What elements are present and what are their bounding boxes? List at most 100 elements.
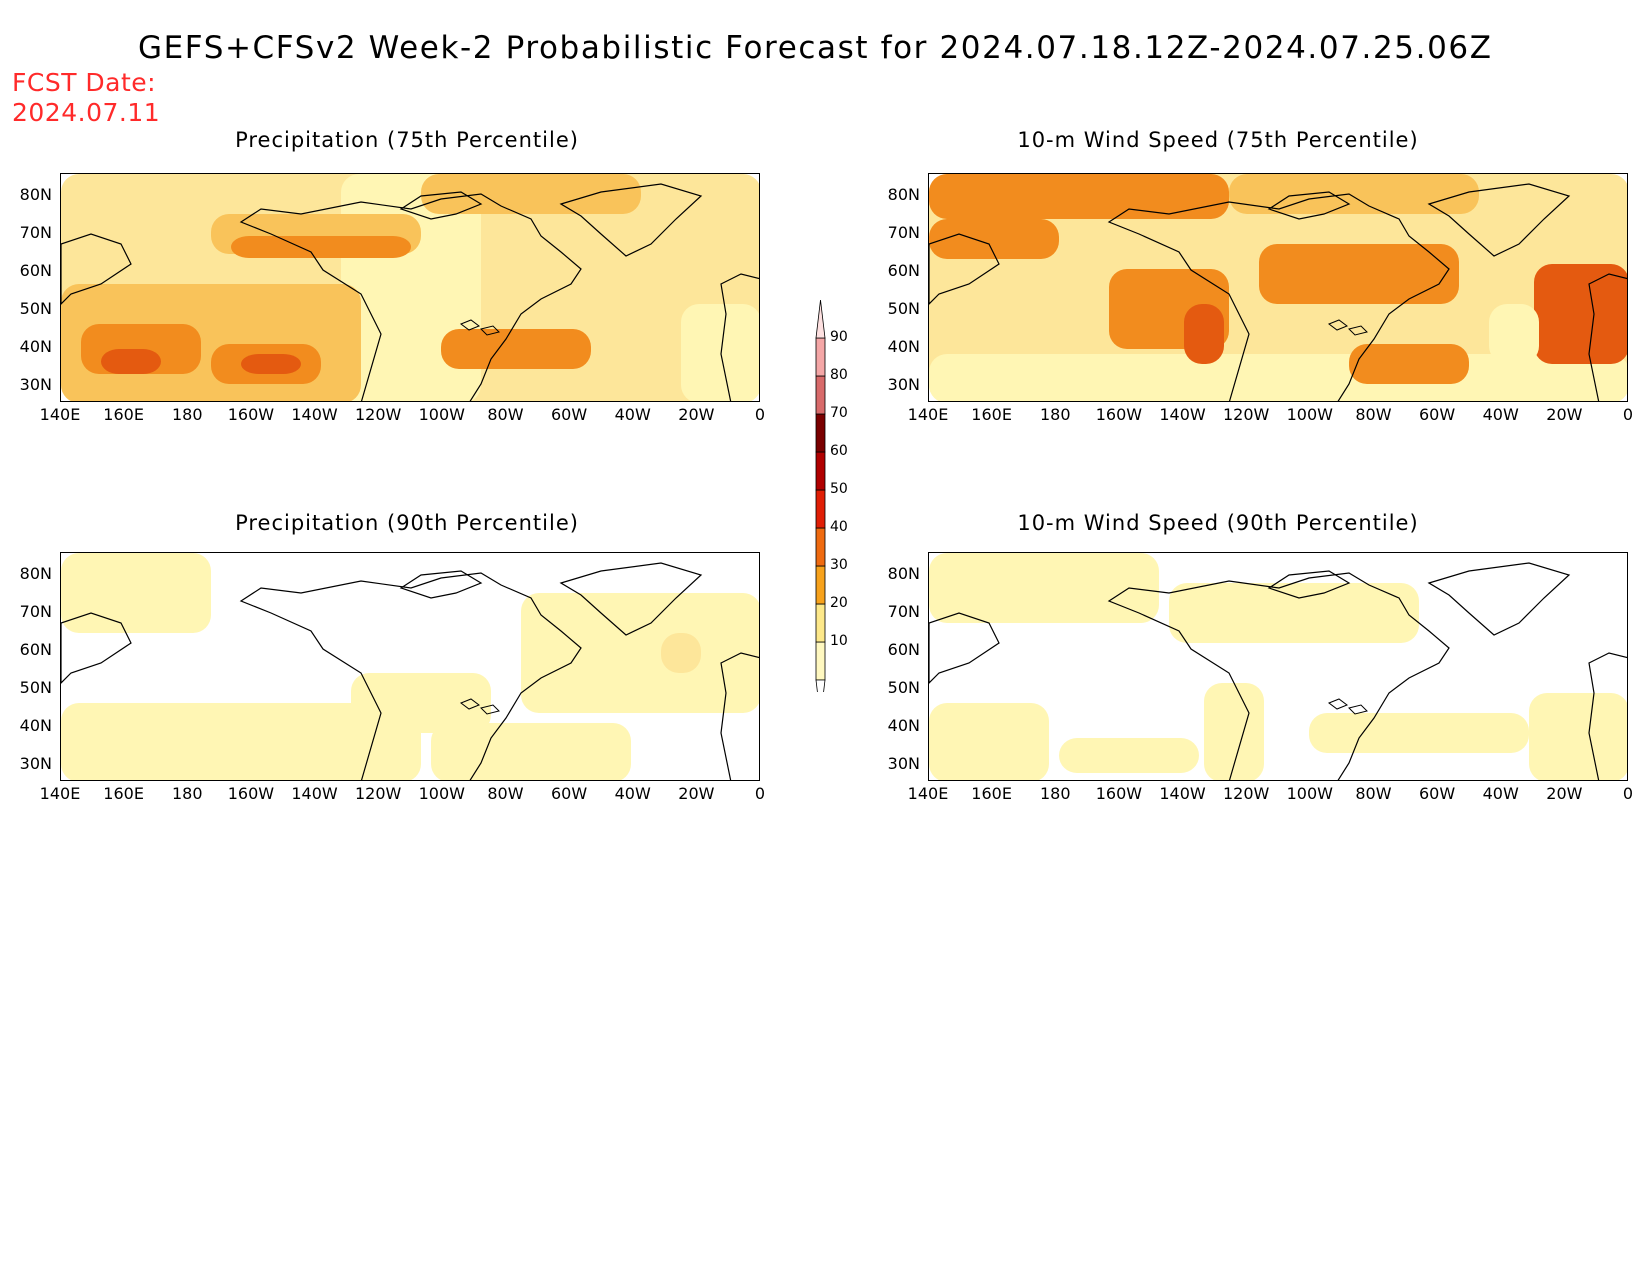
coastline <box>1427 183 1571 257</box>
lon-tick-label: 160E <box>971 405 1012 424</box>
shading-area <box>1529 693 1627 780</box>
lon-tick-label: 80W <box>1355 405 1392 424</box>
lon-tick-label: 140W <box>1159 784 1206 803</box>
shading-area <box>681 304 759 401</box>
lat-tick-label: 40N <box>887 337 920 356</box>
lon-tick-label: 100W <box>418 405 465 424</box>
shading-area <box>929 553 1159 623</box>
shading-area <box>431 723 631 780</box>
colorbar-segment <box>815 413 826 453</box>
map-wind-75 <box>928 173 1628 402</box>
lon-tick-label: 100W <box>418 784 465 803</box>
shading-area <box>441 329 591 369</box>
lon-tick-label: 120W <box>1222 405 1270 424</box>
lat-tick-label: 80N <box>19 564 52 583</box>
lon-tick-label: 160W <box>1095 784 1143 803</box>
lat-tick-label: 30N <box>19 375 52 394</box>
main-title: GEFS+CFSv2 Week-2 Probabilistic Forecast… <box>138 30 1493 66</box>
lon-tick-label: 180 <box>171 405 203 424</box>
colorbar-segment <box>815 679 826 692</box>
coastline <box>559 183 703 257</box>
lon-tick-label: 0 <box>754 784 766 803</box>
lat-tick-label: 80N <box>887 564 920 583</box>
lon-tick-label: 140E <box>39 405 81 424</box>
lat-tick-label: 60N <box>19 640 52 659</box>
lat-tick-label: 70N <box>887 602 920 621</box>
lat-tick-label: 70N <box>19 223 52 242</box>
colorbar-tick-label: 70 <box>830 405 848 421</box>
lon-tick-label: 60W <box>1418 405 1456 424</box>
lon-tick-label: 80W <box>487 784 524 803</box>
lon-tick-label: 0 <box>1622 405 1634 424</box>
colorbar <box>815 299 826 692</box>
lat-tick-label: 60N <box>19 261 52 280</box>
coastline <box>720 652 759 780</box>
lon-tick-label: 60W <box>550 405 588 424</box>
map-wind-90 <box>928 552 1628 781</box>
lon-tick-label: 40W <box>1482 784 1519 803</box>
shading-area <box>61 553 211 633</box>
lat-tick-label: 70N <box>887 223 920 242</box>
shading-area <box>1534 264 1627 364</box>
lat-tick-label: 50N <box>887 299 920 318</box>
shading-area <box>1059 738 1199 773</box>
lake-outline <box>459 698 481 710</box>
lon-tick-label: 120W <box>354 784 402 803</box>
lon-tick-label: 140E <box>907 784 949 803</box>
colorbar-tick-label: 50 <box>830 481 848 497</box>
shading-area <box>1229 174 1479 214</box>
coastline <box>559 562 703 636</box>
shading-area <box>1184 304 1224 364</box>
coastline <box>1267 570 1351 599</box>
lon-tick-label: 20W <box>678 784 715 803</box>
lon-tick-label: 80W <box>487 405 524 424</box>
lon-tick-label: 140W <box>291 405 338 424</box>
lake-outline <box>1327 319 1349 331</box>
shading-area <box>929 703 1049 780</box>
coastline <box>61 612 132 684</box>
map-precip-75 <box>60 173 760 402</box>
lake-outline <box>459 319 481 331</box>
shading-area <box>1349 344 1469 384</box>
colorbar-segment <box>815 375 826 415</box>
lon-tick-label: 0 <box>754 405 766 424</box>
lon-tick-label: 40W <box>1482 405 1519 424</box>
lat-tick-label: 40N <box>887 716 920 735</box>
lake-outline <box>480 704 500 715</box>
lat-tick-label: 70N <box>19 602 52 621</box>
lon-tick-label: 0 <box>1622 784 1634 803</box>
panel-title-wind-90: 10-m Wind Speed (90th Percentile) <box>1017 511 1419 535</box>
coastline <box>929 612 1000 684</box>
lon-tick-label: 120W <box>1222 784 1270 803</box>
shading-area <box>661 633 701 673</box>
lon-tick-label: 40W <box>614 405 651 424</box>
shading-area <box>929 174 1229 219</box>
colorbar-tick-label: 40 <box>830 519 848 535</box>
lake-outline <box>1348 704 1368 715</box>
panel-title-precip-75: Precipitation (75th Percentile) <box>235 128 579 152</box>
lat-tick-label: 30N <box>887 754 920 773</box>
colorbar-segment <box>815 489 826 529</box>
lat-tick-label: 50N <box>887 678 920 697</box>
lon-tick-label: 20W <box>1546 405 1583 424</box>
lon-tick-label: 100W <box>1286 405 1333 424</box>
coastline <box>399 570 483 599</box>
map-precip-90 <box>60 552 760 781</box>
fcst-date: FCST Date: 2024.07.11 <box>12 68 160 128</box>
lon-tick-label: 140E <box>907 405 949 424</box>
lat-tick-label: 60N <box>887 640 920 659</box>
lon-tick-label: 160W <box>227 405 275 424</box>
lon-tick-label: 80W <box>1355 784 1392 803</box>
lon-tick-label: 180 <box>171 784 203 803</box>
lon-tick-label: 20W <box>678 405 715 424</box>
lon-tick-label: 160E <box>103 405 144 424</box>
coastline <box>239 193 582 401</box>
lon-tick-label: 60W <box>1418 784 1456 803</box>
fcst-date-value: 2024.07.11 <box>12 98 161 127</box>
colorbar-segment <box>815 527 826 567</box>
coastline <box>1588 652 1627 780</box>
lon-tick-label: 160W <box>1095 405 1143 424</box>
shading-area <box>231 236 411 258</box>
lon-tick-label: 60W <box>550 784 588 803</box>
lon-tick-label: 120W <box>354 405 402 424</box>
